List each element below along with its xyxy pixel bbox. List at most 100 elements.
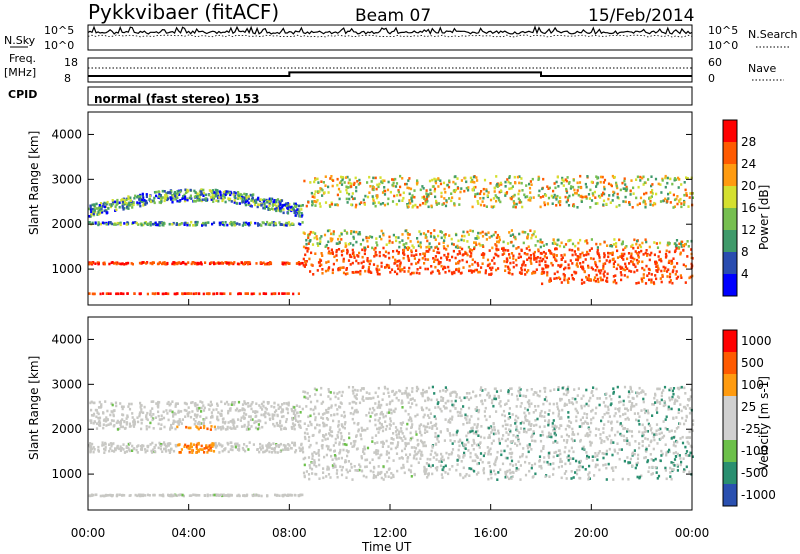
scatter-cell	[680, 245, 683, 248]
scatter-cell	[647, 267, 650, 271]
scatter-cell	[189, 426, 192, 430]
scatter-cell	[609, 201, 612, 204]
scatter-cell	[491, 428, 494, 432]
scatter-cell	[268, 446, 271, 449]
scatter-cell	[534, 419, 537, 422]
scatter-cell	[378, 427, 381, 430]
scatter-cell	[223, 292, 226, 295]
nsearch-line	[87, 34, 693, 38]
scatter-cell	[641, 423, 644, 427]
nsearch-tick-top: 10^5	[708, 24, 738, 37]
scatter-cell	[578, 461, 581, 464]
scatter-cell	[428, 179, 432, 183]
scatter-cell	[229, 292, 232, 295]
scatter-cell	[279, 406, 282, 409]
scatter-cell	[318, 429, 321, 432]
scatter-cell	[544, 387, 547, 390]
scatter-cell	[353, 421, 356, 425]
scatter-cell	[493, 426, 496, 429]
scatter-cell	[479, 192, 482, 196]
scatter-cell	[390, 411, 393, 415]
scatter-cell	[397, 267, 400, 270]
scatter-cell	[636, 175, 639, 179]
scatter-cell	[376, 441, 379, 444]
scatter-cell	[556, 243, 559, 247]
scatter-cell	[655, 406, 659, 410]
scatter-cell	[554, 186, 557, 190]
scatter-cell	[498, 190, 501, 194]
scatter-cell	[358, 231, 361, 234]
scatter-cell	[227, 421, 230, 424]
scatter-cell	[673, 402, 676, 405]
scatter-cell	[492, 256, 495, 260]
scatter-cell	[440, 264, 443, 268]
scatter-cell	[679, 437, 682, 440]
scatter-cell	[529, 427, 532, 431]
scatter-cell	[576, 258, 579, 262]
scatter-cell	[646, 418, 649, 422]
scatter-cell	[271, 221, 274, 224]
scatter-cell	[244, 449, 247, 453]
scatter-cell	[539, 245, 542, 249]
scatter-cell	[533, 391, 536, 394]
scatter-cell	[370, 180, 373, 183]
scatter-cell	[440, 457, 443, 461]
scatter-cell	[437, 260, 440, 264]
scatter-cell	[287, 292, 290, 295]
scatter-cell	[230, 223, 233, 226]
scatter-cell	[426, 430, 429, 433]
scatter-cell	[599, 436, 602, 440]
scatter-cell	[660, 391, 664, 394]
scatter-cell	[549, 434, 552, 437]
scatter-cell	[414, 414, 417, 418]
scatter-cell	[243, 443, 246, 446]
scatter-cell	[114, 205, 117, 209]
scatter-cell	[263, 200, 266, 203]
scatter-cell	[430, 265, 433, 268]
scatter-cell	[138, 413, 141, 416]
scatter-cell	[527, 450, 530, 454]
scatter-cell	[493, 190, 496, 193]
scatter-cell	[219, 412, 222, 416]
scatter-cell	[404, 229, 407, 233]
scatter-cell	[613, 450, 617, 453]
scatter-cell	[504, 473, 508, 477]
scatter-cell	[583, 281, 586, 284]
scatter-cell	[390, 472, 393, 475]
scatter-cell	[474, 195, 477, 198]
scatter-cell	[605, 452, 608, 456]
scatter-cell	[256, 198, 259, 201]
scatter-cell	[395, 433, 398, 437]
scatter-cell	[98, 204, 101, 207]
scatter-cell	[398, 436, 401, 439]
scatter-cell	[679, 251, 682, 255]
scatter-cell	[260, 494, 263, 498]
scatter-cell	[509, 182, 512, 185]
scatter-cell	[562, 272, 565, 276]
scatter-cell	[88, 262, 91, 266]
scatter-cell	[581, 422, 584, 425]
scatter-cell	[199, 448, 202, 451]
scatter-cell	[516, 175, 519, 179]
scatter-cell	[643, 200, 647, 203]
scatter-cell	[609, 252, 612, 255]
scatter-cell	[636, 269, 639, 272]
scatter-cell	[482, 256, 485, 259]
scatter-cell	[378, 405, 381, 408]
scatter-cell	[276, 413, 279, 417]
scatter-cell	[187, 414, 190, 418]
scatter-cell	[502, 247, 505, 251]
scatter-cell	[378, 254, 381, 258]
scatter-cell	[488, 249, 491, 252]
scatter-cell	[188, 451, 191, 454]
scatter-cell	[445, 200, 448, 204]
scatter-cell	[223, 196, 226, 199]
scatter-cell	[650, 273, 653, 276]
scatter-cell	[309, 400, 313, 404]
scatter-cell	[635, 196, 638, 200]
scatter-cell	[396, 445, 399, 449]
scatter-cell	[628, 201, 631, 204]
scatter-cell	[471, 459, 474, 463]
scatter-cell	[442, 389, 445, 392]
